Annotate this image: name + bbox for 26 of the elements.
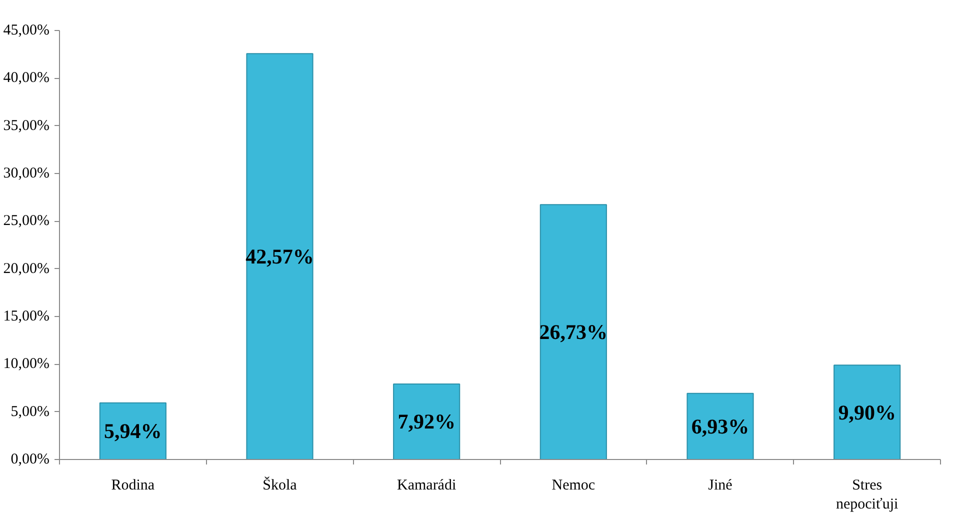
bar bbox=[246, 53, 314, 460]
x-tick-label: Škola bbox=[262, 476, 298, 494]
y-tick-label: 15,00% bbox=[3, 308, 50, 324]
y-tick-label: 40,00% bbox=[3, 70, 50, 86]
y-tick-label: 5,00% bbox=[10, 404, 50, 420]
data-label: 7,92% bbox=[398, 410, 456, 434]
x-tick-label: Stres nepociťuji bbox=[836, 478, 898, 513]
y-tick-label: 25,00% bbox=[3, 213, 50, 230]
bar bbox=[686, 392, 754, 460]
data-label: 6,93% bbox=[691, 414, 750, 438]
x-tick-label: Nemoc bbox=[552, 478, 596, 494]
data-label: 26,73% bbox=[539, 320, 608, 344]
bar bbox=[834, 364, 901, 460]
y-tick-label: 0,00% bbox=[10, 452, 50, 468]
bar bbox=[393, 383, 460, 460]
y-tick-label: 45,00% bbox=[3, 22, 50, 38]
y-tick-label: 20,00% bbox=[3, 260, 50, 277]
x-tick-label: Kamarádi bbox=[397, 478, 456, 494]
x-tick-label: Rodina bbox=[111, 478, 155, 494]
data-label: 5,94% bbox=[104, 419, 162, 444]
y-tick-label: 10,00% bbox=[3, 356, 50, 372]
y-tick-label: 30,00% bbox=[3, 166, 50, 182]
data-label: 9,90% bbox=[838, 400, 896, 424]
y-tick-label: 35,00% bbox=[3, 118, 50, 134]
x-tick-label: Jiné bbox=[708, 478, 733, 494]
bar bbox=[540, 204, 607, 460]
